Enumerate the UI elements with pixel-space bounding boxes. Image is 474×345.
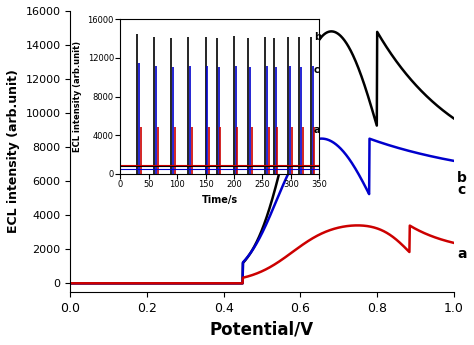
X-axis label: Potential/V: Potential/V xyxy=(210,320,314,338)
Text: c: c xyxy=(457,183,465,197)
Y-axis label: ECL intensity (arb.unit): ECL intensity (arb.unit) xyxy=(7,69,20,233)
Text: b: b xyxy=(457,171,467,185)
Text: a: a xyxy=(457,247,467,261)
